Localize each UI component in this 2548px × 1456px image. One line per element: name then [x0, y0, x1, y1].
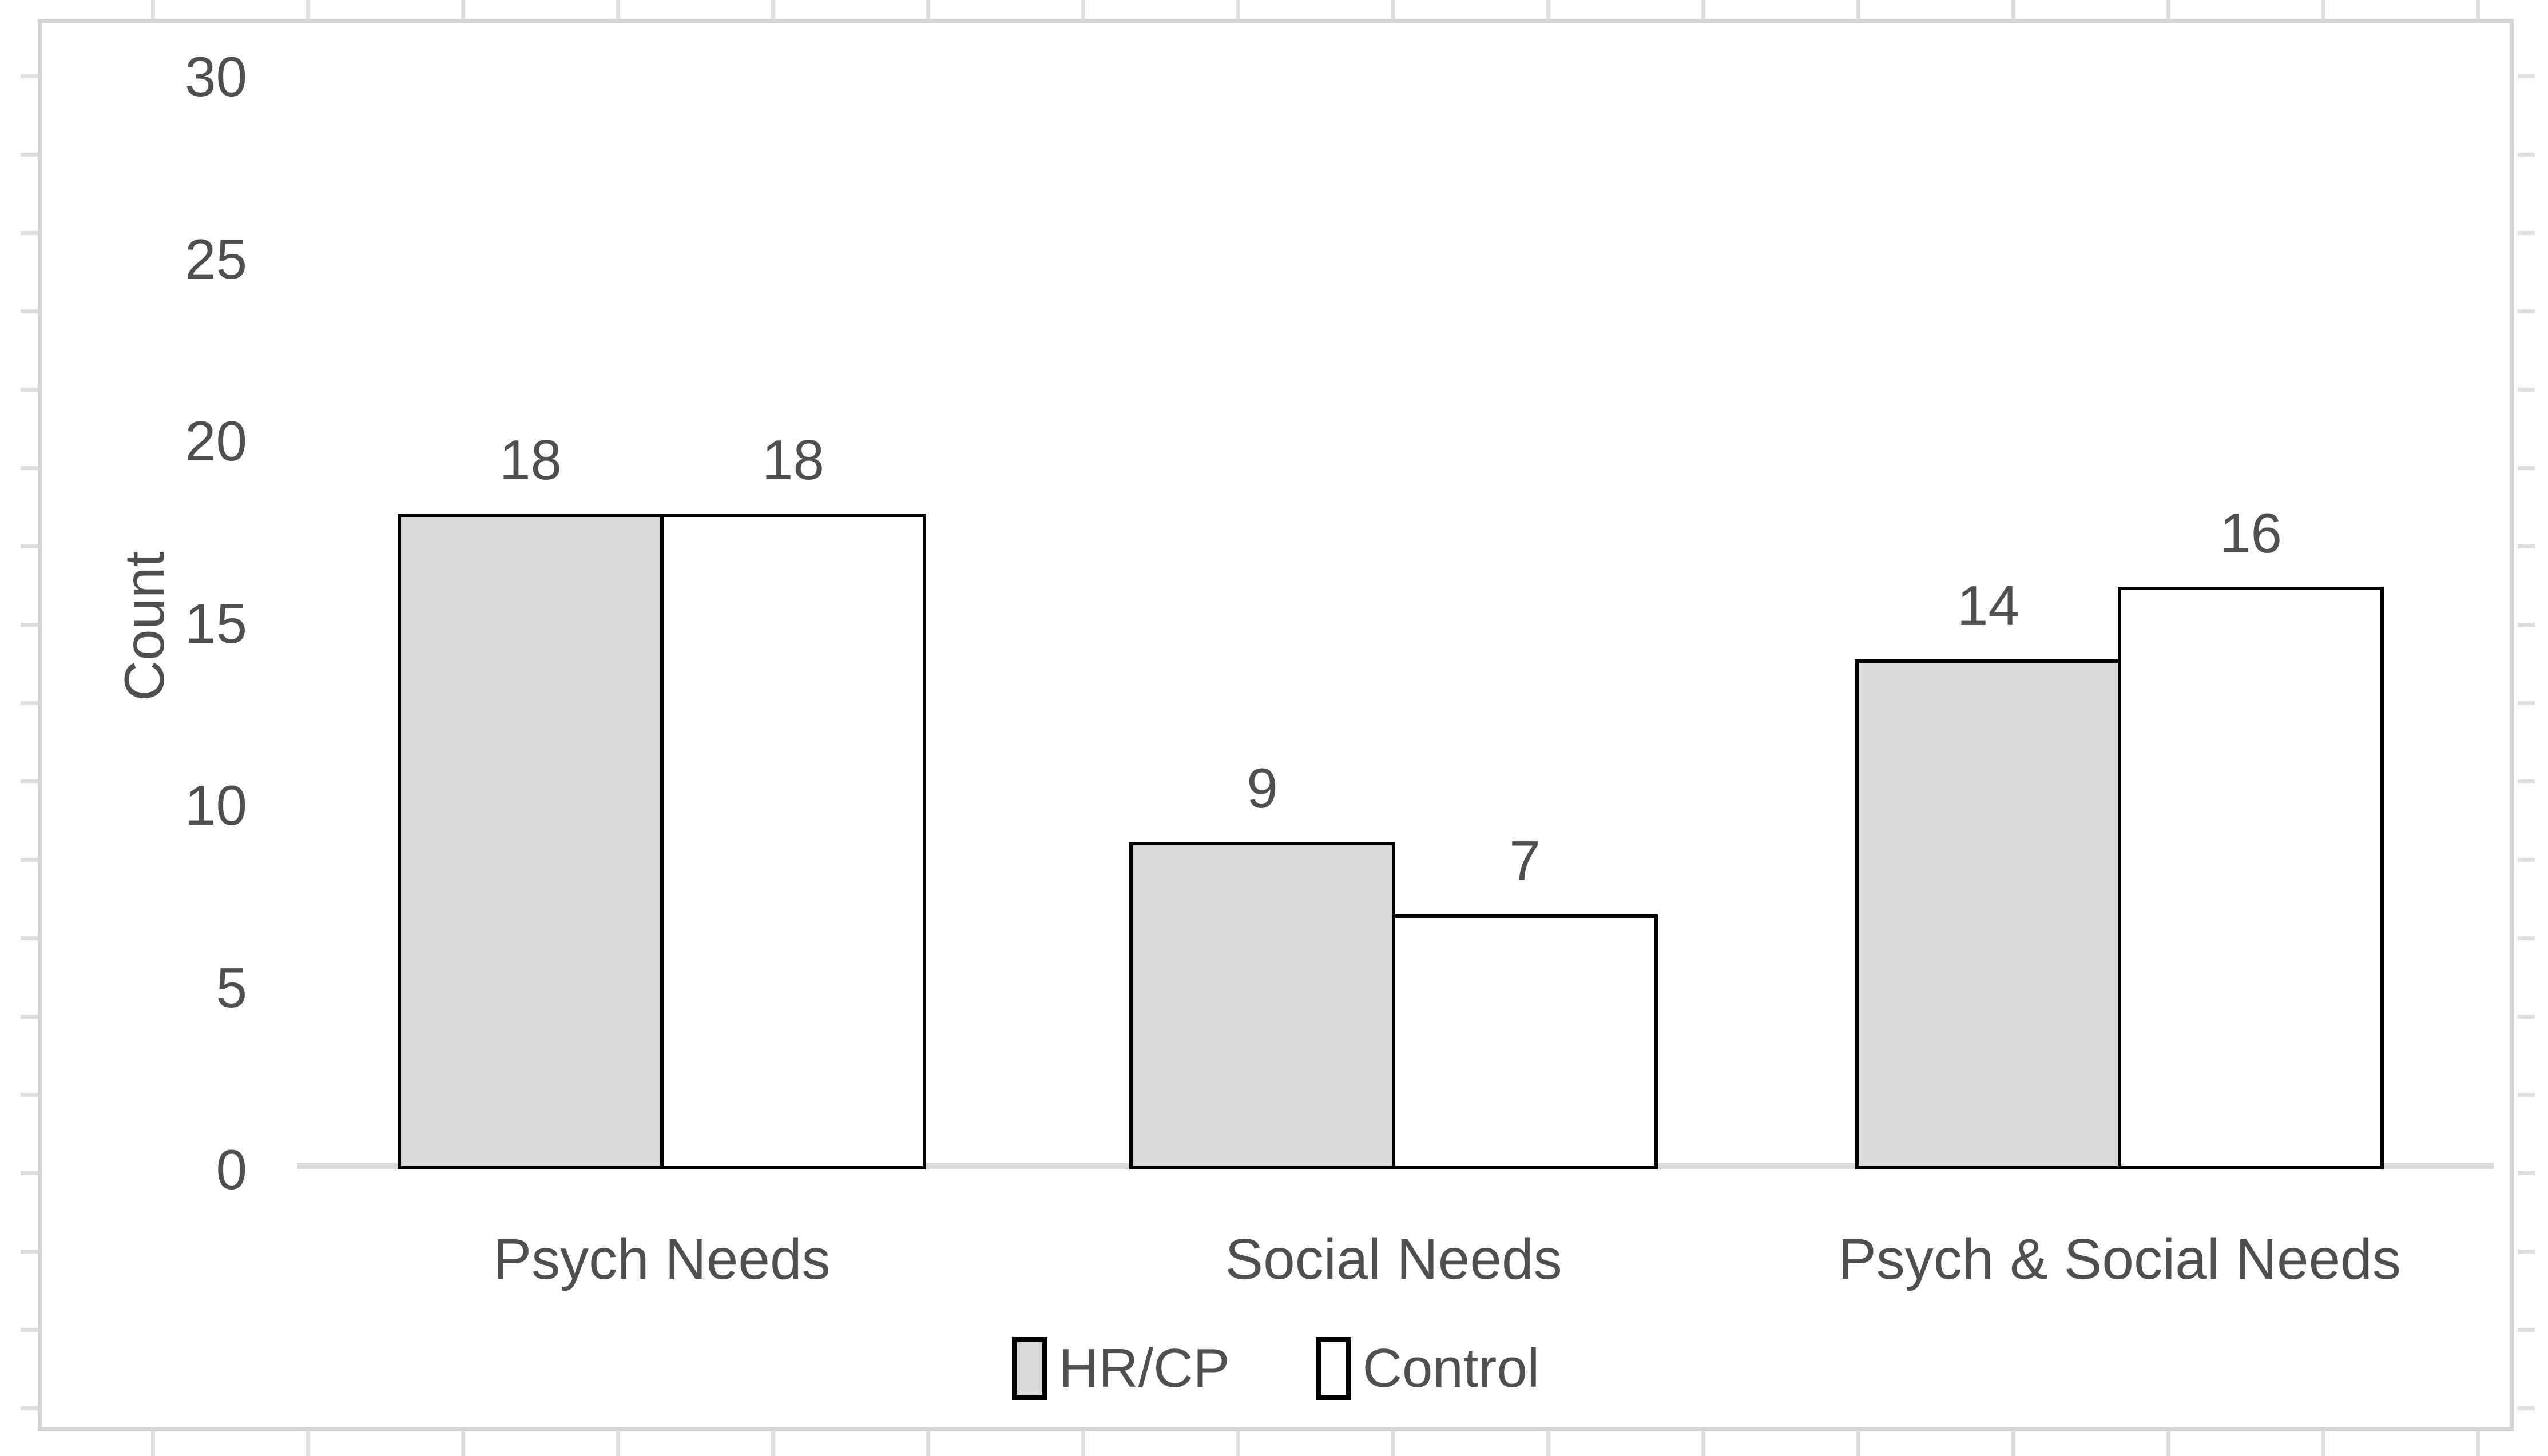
y-tick-label: 15: [184, 591, 247, 655]
y-tick-label: 5: [216, 956, 247, 1019]
bar-value-label: 7: [1509, 829, 1541, 893]
bar-hrcp-3: [1855, 659, 2121, 1169]
bar-value-label: 14: [1956, 574, 2019, 638]
legend-label: Control: [1362, 1338, 1540, 1399]
y-tick-label: 25: [184, 227, 247, 291]
bar-value-label: 16: [2219, 501, 2282, 564]
bar-value-label: 9: [1247, 756, 1278, 820]
bar-hrcp-2: [1129, 841, 1395, 1169]
legend: HR/CP Control: [38, 1331, 2514, 1406]
y-tick-label: 10: [184, 774, 247, 837]
worksheet-gridlines-right: [2518, 0, 2535, 1456]
bar-control-3: [2118, 586, 2384, 1169]
category-label: Psych Needs: [493, 1227, 831, 1291]
bar-control-2: [1392, 914, 1658, 1169]
legend-item: HR/CP: [1011, 1337, 1230, 1400]
bar-value-label: 18: [761, 428, 824, 492]
legend-swatch-icon: [1011, 1337, 1047, 1400]
worksheet-gridlines-top: [0, 0, 2548, 19]
worksheet-gridlines-bottom: [0, 1431, 2548, 1456]
bar-hrcp-1: [398, 514, 664, 1169]
bar-control-1: [660, 514, 926, 1169]
bar-value-label: 18: [499, 428, 562, 492]
y-tick-label: 30: [184, 45, 247, 108]
y-tick-label: 0: [216, 1138, 247, 1201]
y-tick-label: 20: [184, 409, 247, 472]
category-label: Psych & Social Needs: [1838, 1227, 2401, 1291]
legend-item: Control: [1315, 1337, 1540, 1400]
category-label: Social Needs: [1225, 1227, 1562, 1291]
worksheet-gridlines-left: [21, 0, 38, 1456]
legend-swatch-icon: [1315, 1337, 1351, 1400]
legend-label: HR/CP: [1058, 1338, 1230, 1399]
